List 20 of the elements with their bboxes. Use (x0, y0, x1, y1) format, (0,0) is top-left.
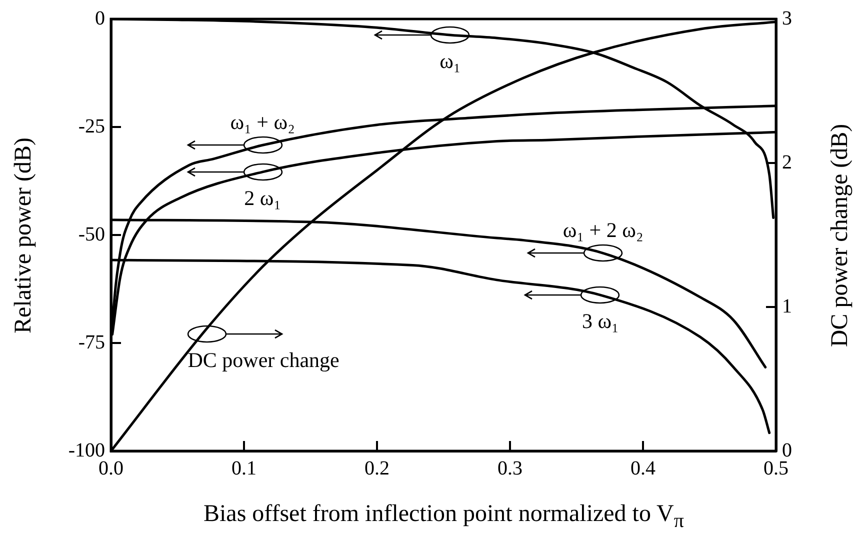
y-tick-label: -50 (78, 223, 105, 246)
x-tick-label: 0.1 (232, 457, 256, 480)
y-axis-title: Relative power (dB) (10, 137, 38, 333)
x-tick-label: 0.4 (630, 457, 656, 480)
y2-tick-label: 3 (782, 7, 792, 30)
annotation: 3 ω₁ (582, 309, 619, 334)
y-tick-label: -25 (78, 115, 105, 138)
x-tick-label: 0.3 (498, 457, 522, 480)
annotation: ω₁ + ω₂ (230, 110, 295, 136)
x-tick-label: 0.2 (364, 457, 390, 480)
y2-tick-label: 2 (782, 151, 792, 174)
annotation: 2 ω₁ (244, 186, 282, 211)
x-axis-title: Bias offset from inflection point normalized to V$_{π}$ (204, 501, 684, 533)
annotation: ω₁ + 2 ω₂ (562, 218, 644, 244)
y2-axis-title: DC power change (dB) (826, 123, 854, 347)
annotation: DC power change (188, 348, 340, 374)
y2-tick-label: 1 (782, 295, 792, 318)
annotation: ω₁ (440, 48, 461, 74)
y-tick-label: 0 (95, 7, 105, 30)
y-tick-label: -75 (78, 331, 105, 354)
